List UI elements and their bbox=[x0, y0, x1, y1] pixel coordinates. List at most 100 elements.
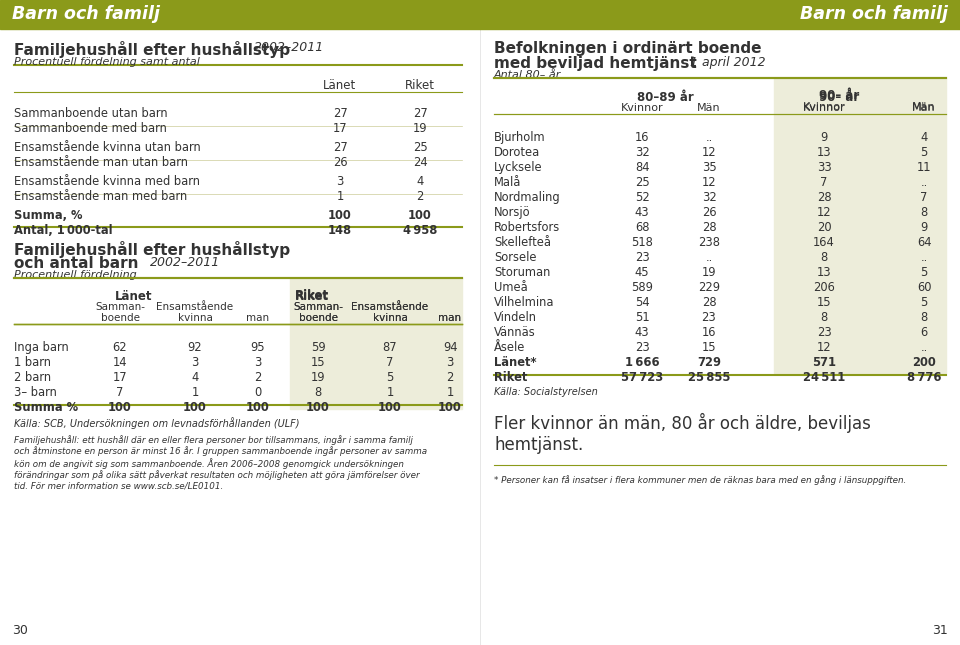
Text: 164: 164 bbox=[813, 236, 835, 249]
Text: ..: .. bbox=[706, 131, 712, 144]
Text: Riket: Riket bbox=[295, 290, 329, 303]
Text: Norsjö: Norsjö bbox=[494, 206, 531, 219]
Text: 100: 100 bbox=[246, 401, 270, 414]
Text: 13: 13 bbox=[817, 266, 831, 279]
Text: 238: 238 bbox=[698, 236, 720, 249]
Text: Ensamstående: Ensamstående bbox=[156, 302, 233, 312]
Text: 100: 100 bbox=[378, 401, 402, 414]
Text: 100: 100 bbox=[438, 401, 462, 414]
Text: 1: 1 bbox=[446, 386, 454, 399]
Text: Antal 80– år: Antal 80– år bbox=[494, 70, 562, 80]
Text: 13: 13 bbox=[817, 146, 831, 159]
Text: 2002–2011: 2002–2011 bbox=[254, 41, 324, 54]
Text: Kvinnor: Kvinnor bbox=[803, 103, 846, 113]
Text: 206: 206 bbox=[813, 281, 835, 294]
Bar bbox=[774, 78, 946, 373]
Text: Antal, 1 000-tal: Antal, 1 000-tal bbox=[14, 224, 112, 237]
Text: 518: 518 bbox=[631, 236, 653, 249]
Text: 5: 5 bbox=[921, 266, 927, 279]
Text: 24: 24 bbox=[413, 156, 427, 169]
Text: Män: Män bbox=[912, 103, 936, 113]
Text: Riket: Riket bbox=[494, 371, 527, 384]
Text: 45: 45 bbox=[635, 266, 649, 279]
Text: 54: 54 bbox=[635, 296, 649, 309]
Text: Familjehushåll efter hushållstyp: Familjehushåll efter hushållstyp bbox=[14, 241, 290, 258]
Text: kvinna: kvinna bbox=[372, 313, 407, 323]
Text: Åsele: Åsele bbox=[494, 341, 525, 354]
Bar bbox=[0, 0, 480, 29]
Text: Procentuell fördelning: Procentuell fördelning bbox=[14, 270, 136, 280]
Text: ..: .. bbox=[921, 341, 927, 354]
Text: 90– år: 90– år bbox=[819, 91, 859, 104]
Text: 16: 16 bbox=[635, 131, 649, 144]
Text: Sammanboende utan barn: Sammanboende utan barn bbox=[14, 107, 168, 120]
Text: Barn och familj: Barn och familj bbox=[12, 5, 160, 23]
Text: Umeå: Umeå bbox=[494, 281, 528, 294]
Text: Kvinnor: Kvinnor bbox=[803, 102, 846, 112]
Text: 0: 0 bbox=[254, 386, 262, 399]
Text: Ensamstående kvinna utan barn: Ensamstående kvinna utan barn bbox=[14, 141, 201, 154]
Text: 7: 7 bbox=[820, 176, 828, 189]
Text: 15: 15 bbox=[817, 296, 831, 309]
Text: 8: 8 bbox=[821, 311, 828, 324]
Text: 26: 26 bbox=[702, 206, 716, 219]
Text: Riket: Riket bbox=[405, 79, 435, 92]
Text: 52: 52 bbox=[635, 191, 649, 204]
Text: 26: 26 bbox=[333, 156, 348, 169]
Text: 14: 14 bbox=[112, 356, 128, 369]
Text: 12: 12 bbox=[702, 146, 716, 159]
Text: 27: 27 bbox=[332, 141, 348, 154]
Text: Vilhelmina: Vilhelmina bbox=[494, 296, 555, 309]
Text: boende: boende bbox=[299, 313, 338, 323]
Text: Summa, %: Summa, % bbox=[14, 209, 83, 222]
Text: Samman-: Samman- bbox=[293, 302, 343, 312]
Text: ..: .. bbox=[921, 251, 927, 264]
Text: 3– barn: 3– barn bbox=[14, 386, 57, 399]
Text: 12: 12 bbox=[702, 176, 716, 189]
Text: 3: 3 bbox=[191, 356, 199, 369]
Text: 2 barn: 2 barn bbox=[14, 371, 51, 384]
Text: 17: 17 bbox=[112, 371, 128, 384]
Text: 27: 27 bbox=[332, 107, 348, 120]
Text: 12: 12 bbox=[817, 206, 831, 219]
Text: 33: 33 bbox=[817, 161, 831, 174]
Text: 19: 19 bbox=[413, 122, 427, 135]
Text: Nordmaling: Nordmaling bbox=[494, 191, 561, 204]
Text: Länet: Länet bbox=[115, 290, 153, 303]
Text: 27: 27 bbox=[413, 107, 427, 120]
Text: 20: 20 bbox=[817, 221, 831, 234]
Text: 90– år: 90– år bbox=[819, 89, 859, 102]
Text: 7: 7 bbox=[116, 386, 124, 399]
Text: Ensamstående: Ensamstående bbox=[351, 302, 428, 312]
Text: Familjehushåll: ett hushåll där en eller flera personer bor tillsammans, ingår i: Familjehushåll: ett hushåll där en eller… bbox=[14, 435, 427, 491]
Text: 11: 11 bbox=[917, 161, 931, 174]
Text: 3: 3 bbox=[336, 175, 344, 188]
Text: 1 april 2012: 1 april 2012 bbox=[690, 56, 766, 69]
Text: 80–89 år: 80–89 år bbox=[637, 91, 694, 104]
Text: 30: 30 bbox=[12, 624, 28, 637]
Text: * Personer kan få insatser i flera kommuner men de räknas bara med en gång i län: * Personer kan få insatser i flera kommu… bbox=[494, 475, 906, 485]
Text: 68: 68 bbox=[635, 221, 649, 234]
Text: Bjurholm: Bjurholm bbox=[494, 131, 545, 144]
Text: 51: 51 bbox=[635, 311, 649, 324]
Text: 8: 8 bbox=[314, 386, 322, 399]
Text: Män: Män bbox=[697, 103, 721, 113]
Text: 5: 5 bbox=[921, 296, 927, 309]
Text: 1: 1 bbox=[191, 386, 199, 399]
Text: 8: 8 bbox=[921, 311, 927, 324]
Text: Källa: SCB, Undersökningen om levnadsförhållanden (ULF): Källa: SCB, Undersökningen om levnadsför… bbox=[14, 417, 300, 429]
Text: 8: 8 bbox=[821, 251, 828, 264]
Text: 43: 43 bbox=[635, 326, 649, 339]
Text: 31: 31 bbox=[932, 624, 948, 637]
Text: 16: 16 bbox=[702, 326, 716, 339]
Text: Vindeln: Vindeln bbox=[494, 311, 537, 324]
Text: 15: 15 bbox=[311, 356, 325, 369]
Text: 100: 100 bbox=[328, 209, 352, 222]
Text: 571: 571 bbox=[812, 356, 836, 369]
Text: Fler kvinnor än män, 80 år och äldre, beviljas
hemtjänst.: Fler kvinnor än män, 80 år och äldre, be… bbox=[494, 413, 871, 454]
Text: Robertsfors: Robertsfors bbox=[494, 221, 561, 234]
Text: Befolkningen i ordinärt boende: Befolkningen i ordinärt boende bbox=[494, 41, 761, 56]
Text: 100: 100 bbox=[306, 401, 330, 414]
Text: Ensamstående kvinna med barn: Ensamstående kvinna med barn bbox=[14, 175, 200, 188]
Text: 92: 92 bbox=[188, 341, 203, 354]
